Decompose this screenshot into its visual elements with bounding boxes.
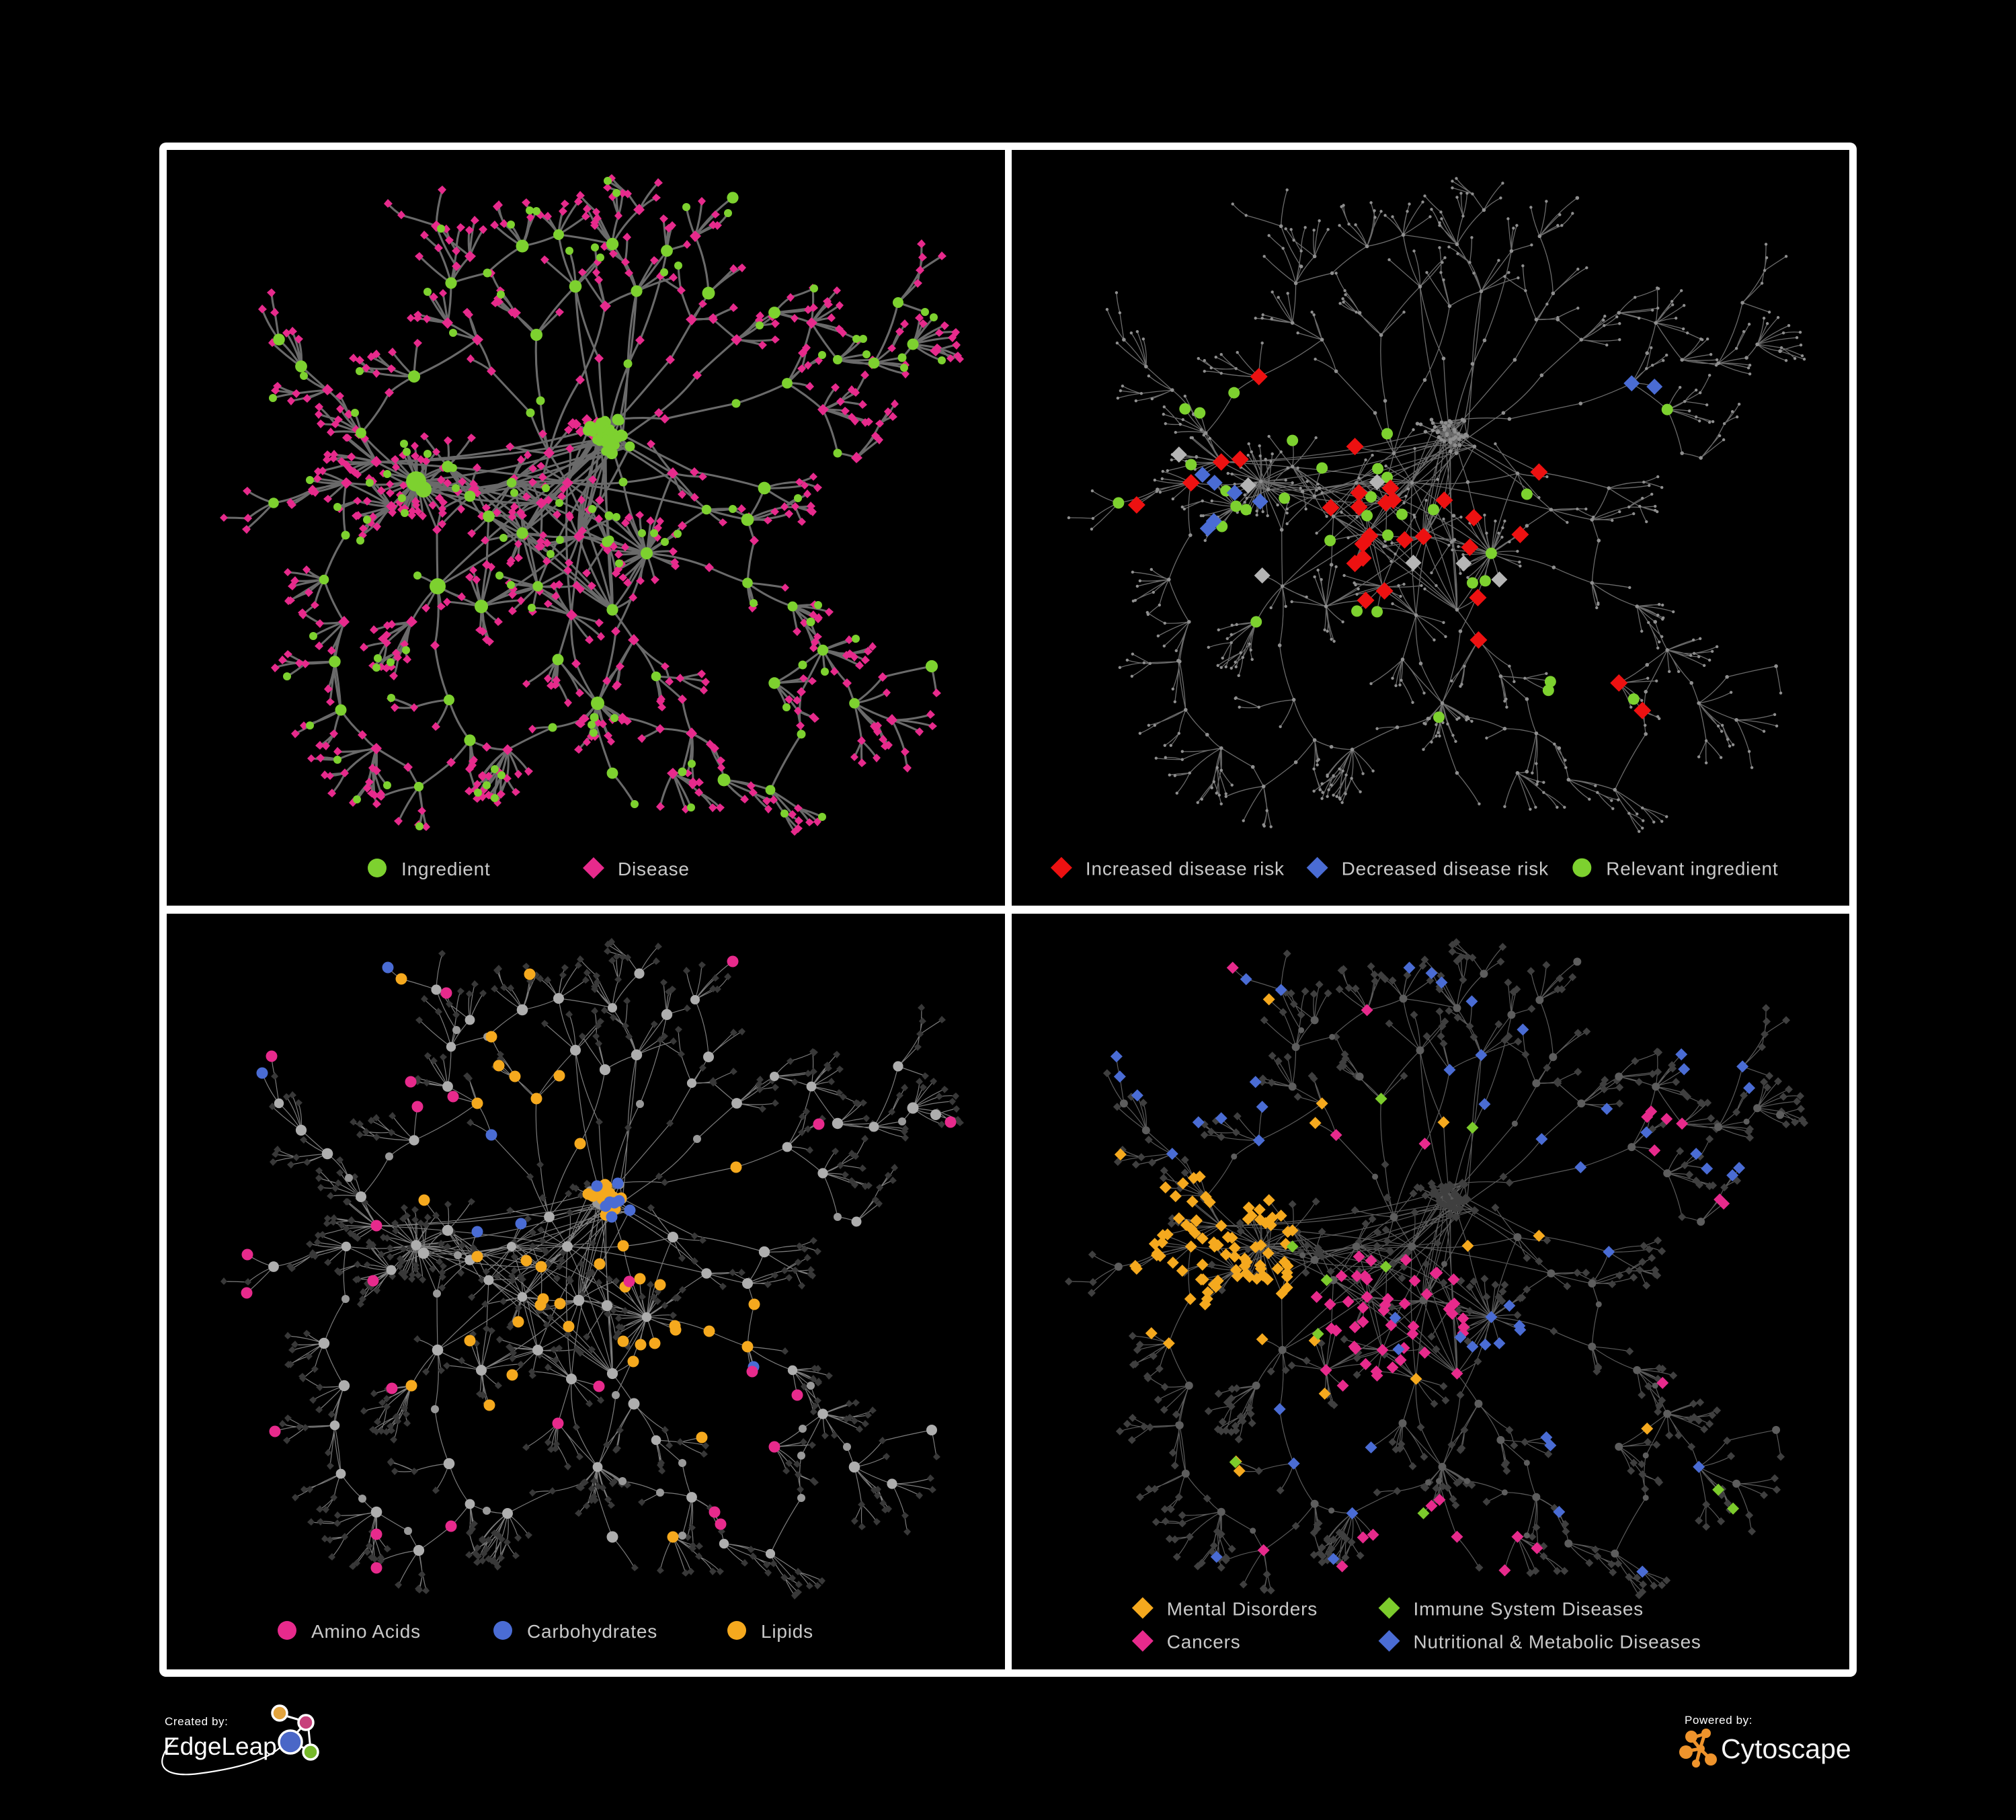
svg-text:Mental Disorders: Mental Disorders [1167,1599,1318,1620]
svg-text:EdgeLeap: EdgeLeap [163,1733,277,1760]
svg-text:Cancers: Cancers [1167,1632,1241,1653]
svg-text:Ingredient: Ingredient [401,859,491,879]
svg-text:Lipids: Lipids [761,1621,813,1642]
svg-text:Carbohydrates: Carbohydrates [527,1621,657,1642]
svg-text:Amino Acids: Amino Acids [311,1621,421,1642]
svg-text:Decreased disease risk: Decreased disease risk [1342,859,1549,879]
svg-text:Nutritional & Metabolic Diseas: Nutritional & Metabolic Diseases [1414,1632,1701,1653]
svg-text:Created by:: Created by: [165,1715,228,1728]
svg-text:Immune System Diseases: Immune System Diseases [1414,1599,1644,1620]
svg-text:Relevant ingredient: Relevant ingredient [1606,859,1778,879]
svg-text:Cytoscape: Cytoscape [1721,1733,1851,1764]
svg-text:Disease: Disease [618,859,690,879]
svg-text:Powered by:: Powered by: [1685,1714,1752,1727]
svg-text:Increased disease risk: Increased disease risk [1086,859,1285,879]
